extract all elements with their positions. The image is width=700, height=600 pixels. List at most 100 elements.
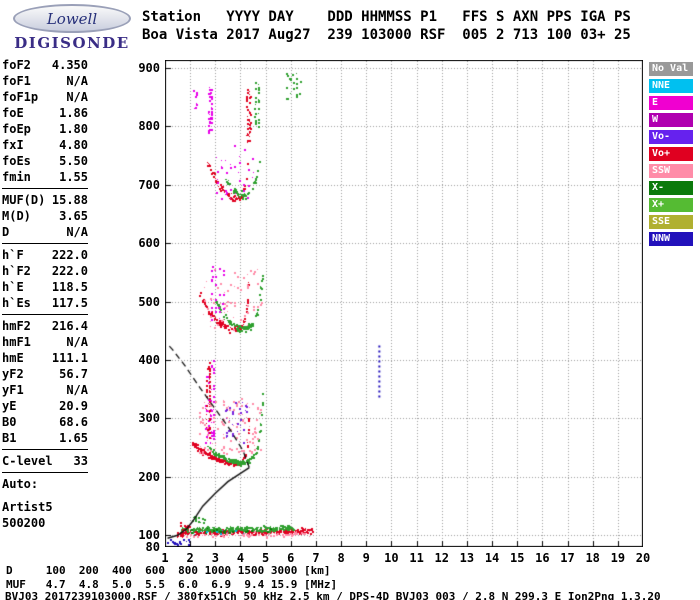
y-tick-label: 700 bbox=[138, 177, 160, 192]
param-value: 117.5 bbox=[51, 296, 88, 310]
param-value: N/A bbox=[66, 225, 88, 239]
x-tick-label: 9 bbox=[362, 551, 370, 565]
param-separator bbox=[2, 449, 88, 450]
y-tick-label: 80 bbox=[145, 540, 160, 554]
param-row: fmin 1.55 bbox=[2, 169, 88, 185]
param-label: foEp bbox=[2, 122, 31, 136]
parameter-panel: foF2 4.350 foF1 N/A foF1p N/A foE 1.86 foEp 1.80 f… bbox=[2, 57, 88, 531]
param-separator bbox=[2, 314, 88, 315]
legend-item-e: E bbox=[649, 96, 693, 110]
x-tick-label: 14 bbox=[484, 551, 500, 565]
param-label: M(D) bbox=[2, 209, 31, 223]
x-tick-label: 2 bbox=[186, 551, 194, 565]
y-tick-label: 300 bbox=[138, 411, 160, 426]
logo-lowell-text: Lowell bbox=[46, 9, 98, 28]
legend-item-no-val: No Val bbox=[649, 62, 693, 76]
x-tick-label: 17 bbox=[560, 551, 575, 565]
param-label: h`Es bbox=[2, 296, 31, 310]
ionogram-canvas bbox=[165, 60, 643, 547]
param-separator bbox=[2, 472, 88, 473]
legend-item-x-: X- bbox=[649, 181, 693, 195]
x-tick-label: 1 bbox=[161, 551, 169, 565]
param-row: M(D) 3.65 bbox=[2, 208, 88, 224]
param-row: yE 20.9 bbox=[2, 398, 88, 414]
param-value: 1.65 bbox=[59, 431, 88, 445]
param-value: 68.6 bbox=[59, 415, 88, 429]
param-label: h`F bbox=[2, 248, 24, 262]
param-label: fxI bbox=[2, 138, 24, 152]
legend-item-sse: SSE bbox=[649, 215, 693, 229]
param-separator bbox=[2, 243, 88, 244]
param-value: 3.65 bbox=[59, 209, 88, 223]
y-tick-label: 100 bbox=[138, 528, 160, 543]
logo-digisonde-text: DIGISONDE bbox=[14, 34, 130, 52]
param-value: 4.80 bbox=[59, 138, 88, 152]
x-tick-label: 13 bbox=[459, 551, 475, 565]
doppler-legend: No Val NNE E W Vo- Vo+ SSW X- X+ SSE NNW bbox=[649, 62, 693, 249]
param-footer-line: Auto: bbox=[2, 477, 39, 491]
param-value: N/A bbox=[66, 74, 88, 88]
param-label: hmF2 bbox=[2, 319, 31, 333]
x-tick-label: 18 bbox=[585, 551, 600, 565]
y-tick-label: 500 bbox=[138, 294, 160, 309]
param-row: foE 1.86 bbox=[2, 105, 88, 121]
legend-item-ssw: SSW bbox=[649, 164, 693, 178]
param-row: hmE 111.1 bbox=[2, 350, 88, 366]
legend-item-x-: X+ bbox=[649, 198, 693, 212]
y-tick-label: 400 bbox=[138, 353, 160, 368]
x-tick-label: 3 bbox=[211, 551, 219, 565]
x-tick-label: 8 bbox=[337, 551, 345, 565]
param-label: foF1 bbox=[2, 74, 31, 88]
param-row: h`E 118.5 bbox=[2, 279, 88, 295]
param-value: 118.5 bbox=[51, 280, 88, 294]
param-value: 111.1 bbox=[51, 351, 88, 365]
param-label: foF1p bbox=[2, 90, 39, 104]
legend-item-nne: NNE bbox=[649, 79, 693, 93]
param-label: hmF1 bbox=[2, 335, 31, 349]
param-footer-line: Artist5 bbox=[2, 500, 53, 514]
param-row: foF1 N/A bbox=[2, 73, 88, 89]
param-label: yE bbox=[2, 399, 17, 413]
param-label: h`F2 bbox=[2, 264, 31, 278]
param-label: foE bbox=[2, 106, 24, 120]
legend-item-vo-: Vo+ bbox=[649, 147, 693, 161]
param-row: B0 68.6 bbox=[2, 414, 88, 430]
param-label: B0 bbox=[2, 415, 17, 429]
param-value: 1.86 bbox=[59, 106, 88, 120]
param-row: yF1 N/A bbox=[2, 382, 88, 398]
param-label: yF1 bbox=[2, 383, 24, 397]
x-tick-label: 20 bbox=[635, 551, 651, 565]
param-row: C-level 33 bbox=[2, 453, 88, 469]
lowell-logo-oval: Lowell bbox=[13, 4, 131, 33]
param-value: 20.9 bbox=[59, 399, 88, 413]
status-line: BVJ03_2017239103000.RSF / 380fx51Ch 50 k… bbox=[5, 590, 661, 600]
param-row: MUF(D) 15.88 bbox=[2, 192, 88, 208]
param-value: 5.50 bbox=[59, 154, 88, 168]
x-tick-label: 11 bbox=[409, 551, 424, 565]
y-tick-label: 900 bbox=[138, 61, 160, 75]
param-value: 1.80 bbox=[59, 122, 88, 136]
x-tick-label: 15 bbox=[509, 551, 525, 565]
y-tick-label: 200 bbox=[138, 469, 160, 484]
param-row: yF2 56.7 bbox=[2, 366, 88, 382]
param-row: fxI 4.80 bbox=[2, 137, 88, 153]
x-tick-label: 6 bbox=[287, 551, 295, 565]
x-tick-label: 12 bbox=[434, 551, 449, 565]
param-value: N/A bbox=[66, 383, 88, 397]
y-tick-label: 600 bbox=[138, 236, 160, 251]
dmuf-table: D 100 200 400 600 800 1000 1500 3000 [km… bbox=[6, 564, 338, 591]
param-label: h`E bbox=[2, 280, 24, 294]
param-label: foF2 bbox=[2, 58, 31, 72]
param-value: 56.7 bbox=[59, 367, 88, 381]
param-label: foEs bbox=[2, 154, 31, 168]
param-value: 15.88 bbox=[51, 193, 88, 207]
param-row: D N/A bbox=[2, 224, 88, 240]
legend-item-nnw: NNW bbox=[649, 232, 693, 246]
param-row: B1 1.65 bbox=[2, 430, 88, 446]
x-tick-label: 5 bbox=[262, 551, 270, 565]
legend-item-vo-: Vo- bbox=[649, 130, 693, 144]
param-value: N/A bbox=[66, 90, 88, 104]
param-row: hmF2 216.4 bbox=[2, 318, 88, 334]
ionogram-plot bbox=[165, 60, 643, 547]
